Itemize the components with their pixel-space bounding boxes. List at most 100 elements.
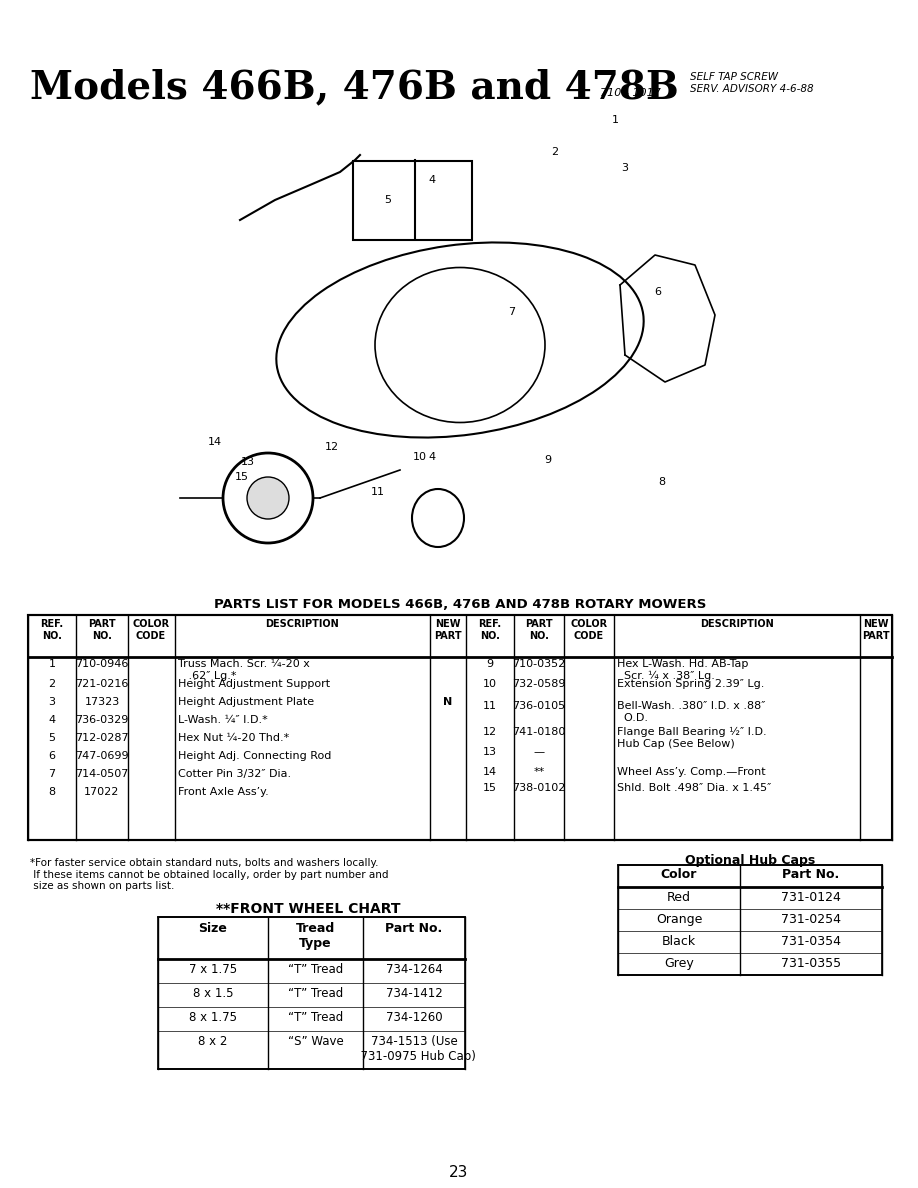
- Text: Red: Red: [667, 891, 691, 904]
- Text: SELF TAP SCREW
SERV. ADVISORY 4-6-88: SELF TAP SCREW SERV. ADVISORY 4-6-88: [690, 72, 813, 94]
- Text: 5: 5: [49, 733, 55, 742]
- Text: PARTS LIST FOR MODELS 466B, 476B AND 478B ROTARY MOWERS: PARTS LIST FOR MODELS 466B, 476B AND 478…: [214, 598, 706, 611]
- Text: 6: 6: [49, 751, 55, 762]
- Text: 736-0105: 736-0105: [512, 701, 565, 710]
- Text: 734-1264: 734-1264: [386, 963, 442, 977]
- Text: 734-1260: 734-1260: [386, 1011, 442, 1024]
- Ellipse shape: [375, 267, 545, 423]
- Text: Shld. Bolt .498″ Dia. x 1.45″: Shld. Bolt .498″ Dia. x 1.45″: [617, 783, 771, 794]
- Text: REF.
NO.: REF. NO.: [40, 619, 63, 640]
- Text: 731-0124: 731-0124: [781, 891, 841, 904]
- Text: 14: 14: [483, 767, 497, 777]
- Text: 2: 2: [552, 147, 558, 157]
- FancyBboxPatch shape: [158, 917, 465, 1069]
- Text: 12: 12: [483, 727, 497, 737]
- Text: Bell-Wash. .380″ I.D. x .88″
  O.D.: Bell-Wash. .380″ I.D. x .88″ O.D.: [617, 701, 766, 722]
- Text: 8: 8: [658, 478, 666, 487]
- Text: 5: 5: [385, 195, 391, 206]
- Text: **FRONT WHEEL CHART: **FRONT WHEEL CHART: [216, 902, 400, 916]
- Text: Optional Hub Caps: Optional Hub Caps: [685, 854, 815, 867]
- Text: 17323: 17323: [84, 697, 119, 707]
- Text: COLOR
CODE: COLOR CODE: [132, 619, 170, 640]
- Text: 7 x 1.75: 7 x 1.75: [189, 963, 237, 977]
- Text: Height Adj. Connecting Rod: Height Adj. Connecting Rod: [178, 751, 331, 762]
- Text: Hex L-Wash. Hd. AB-Tap
  Scr. ¼ x .38″ Lg.: Hex L-Wash. Hd. AB-Tap Scr. ¼ x .38″ Lg.: [617, 659, 748, 681]
- Text: 15: 15: [235, 472, 249, 482]
- Text: 710 - 1017: 710 - 1017: [600, 88, 661, 97]
- Text: 738-0102: 738-0102: [512, 783, 565, 794]
- Text: NEW
PART: NEW PART: [862, 619, 890, 640]
- Text: N: N: [443, 697, 453, 707]
- Text: 747-0699: 747-0699: [75, 751, 129, 762]
- Text: Tread
Type: Tread Type: [296, 922, 335, 950]
- Text: Wheel Ass’y. Comp.—Front: Wheel Ass’y. Comp.—Front: [617, 767, 766, 777]
- FancyBboxPatch shape: [353, 162, 472, 240]
- Text: Front Axle Ass’y.: Front Axle Ass’y.: [178, 786, 269, 797]
- Text: 712-0287: 712-0287: [75, 733, 129, 742]
- Text: DESCRIPTION: DESCRIPTION: [265, 619, 339, 628]
- Text: 15: 15: [483, 783, 497, 794]
- Text: 710-0352: 710-0352: [512, 659, 565, 669]
- Text: Black: Black: [662, 935, 696, 948]
- Text: 731-0254: 731-0254: [781, 914, 841, 925]
- Text: Cotter Pin 3/32″ Dia.: Cotter Pin 3/32″ Dia.: [178, 769, 291, 779]
- Text: 3: 3: [621, 163, 629, 173]
- Text: REF.
NO.: REF. NO.: [478, 619, 501, 640]
- Text: 7: 7: [509, 307, 516, 317]
- Text: —: —: [533, 747, 544, 757]
- Text: Flange Ball Bearing ½″ I.D.
Hub Cap (See Below): Flange Ball Bearing ½″ I.D. Hub Cap (See…: [617, 727, 767, 748]
- Text: 732-0589: 732-0589: [512, 680, 565, 689]
- Text: 12: 12: [325, 442, 339, 451]
- Text: **: **: [533, 767, 544, 777]
- Text: 736-0329: 736-0329: [75, 715, 129, 725]
- Text: 2: 2: [49, 680, 56, 689]
- Text: Height Adjustment Support: Height Adjustment Support: [178, 680, 330, 689]
- Text: 11: 11: [371, 487, 385, 497]
- Text: 731-0355: 731-0355: [781, 958, 841, 969]
- Text: “T” Tread: “T” Tread: [288, 1011, 343, 1024]
- Text: PART
NO.: PART NO.: [88, 619, 116, 640]
- Ellipse shape: [412, 489, 464, 546]
- Text: *For faster service obtain standard nuts, bolts and washers locally.
 If these i: *For faster service obtain standard nuts…: [30, 858, 388, 891]
- Text: L-Wash. ¼″ I.D.*: L-Wash. ¼″ I.D.*: [178, 715, 268, 725]
- Ellipse shape: [276, 242, 644, 437]
- Text: 3: 3: [49, 697, 55, 707]
- Text: Grey: Grey: [664, 958, 694, 969]
- Text: 11: 11: [483, 701, 497, 710]
- Text: 8 x 1.5: 8 x 1.5: [193, 987, 233, 1000]
- FancyBboxPatch shape: [618, 865, 882, 975]
- Text: NEW
PART: NEW PART: [434, 619, 462, 640]
- Text: Part No.: Part No.: [386, 922, 442, 935]
- Text: 13: 13: [483, 747, 497, 757]
- Text: 734-1412: 734-1412: [386, 987, 442, 1000]
- Text: Orange: Orange: [655, 914, 702, 925]
- Text: DESCRIPTION: DESCRIPTION: [700, 619, 774, 628]
- Text: 7: 7: [49, 769, 56, 779]
- Text: Hex Nut ¼-20 Thd.*: Hex Nut ¼-20 Thd.*: [178, 733, 289, 742]
- Text: 4: 4: [429, 175, 435, 185]
- Text: 741-0180: 741-0180: [512, 727, 565, 737]
- Text: “T” Tread: “T” Tread: [288, 963, 343, 977]
- Text: 17022: 17022: [84, 786, 119, 797]
- Text: 14: 14: [208, 437, 222, 447]
- Text: Height Adjustment Plate: Height Adjustment Plate: [178, 697, 314, 707]
- Text: 1: 1: [49, 659, 55, 669]
- Text: “T” Tread: “T” Tread: [288, 987, 343, 1000]
- Text: COLOR
CODE: COLOR CODE: [570, 619, 608, 640]
- Text: Part No.: Part No.: [782, 868, 840, 881]
- Text: 13: 13: [241, 457, 255, 467]
- Ellipse shape: [223, 453, 313, 543]
- Text: 23: 23: [449, 1165, 469, 1180]
- Text: 734-1513 (Use
  731-0975 Hub Cap): 734-1513 (Use 731-0975 Hub Cap): [353, 1035, 476, 1063]
- FancyBboxPatch shape: [28, 615, 892, 840]
- Text: 8 x 2: 8 x 2: [198, 1035, 228, 1048]
- Text: 721-0216: 721-0216: [75, 680, 129, 689]
- Text: 8: 8: [49, 786, 56, 797]
- Text: 710-0946: 710-0946: [75, 659, 129, 669]
- Text: Color: Color: [661, 868, 697, 881]
- Text: 10: 10: [413, 451, 427, 462]
- Text: 4: 4: [49, 715, 56, 725]
- Text: Size: Size: [198, 922, 228, 935]
- Text: 10: 10: [483, 680, 497, 689]
- Text: 9: 9: [544, 455, 552, 465]
